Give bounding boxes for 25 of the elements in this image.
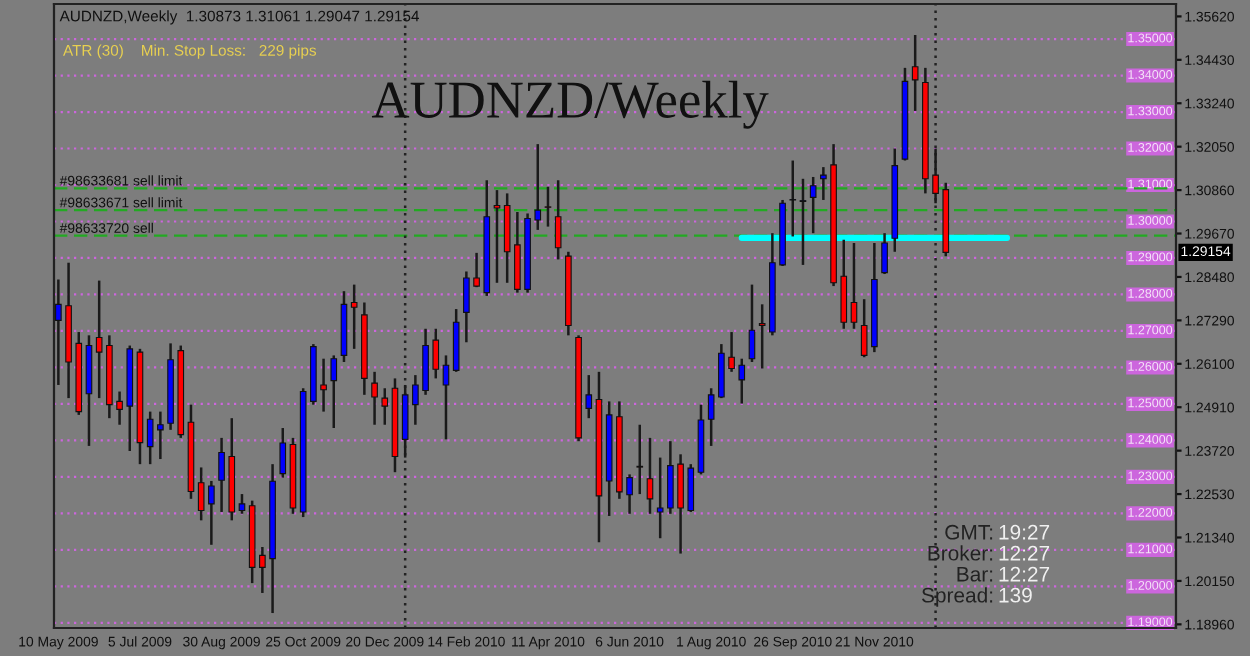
annotation: Spread: [921, 587, 993, 607]
candlestick [646, 436, 654, 516]
candlestick [789, 159, 797, 238]
candlestick [279, 426, 287, 479]
annotation: Bar: [957, 567, 993, 582]
candlestick [911, 33, 919, 113]
candlestick [554, 179, 562, 261]
text: AUDNZD/Weekly [371, 80, 769, 129]
candlestick [881, 231, 888, 276]
candlestick [850, 241, 858, 331]
annotation: 139 [999, 587, 1032, 603]
candlestick [493, 188, 501, 285]
annotation: 12:27 [999, 566, 1050, 582]
candlestick [799, 177, 807, 267]
annotation: 12:27 [999, 545, 1050, 561]
candlestick [238, 492, 246, 516]
candlestick [350, 283, 358, 351]
candlestick [636, 423, 644, 496]
annotation: Broker: [928, 545, 993, 561]
candlestick [809, 175, 817, 235]
candlestick [330, 354, 338, 430]
annotation: GMT: [945, 524, 993, 540]
candlestick [544, 185, 552, 228]
candlestick [442, 354, 450, 441]
annotation: 19:27 [999, 524, 1050, 540]
